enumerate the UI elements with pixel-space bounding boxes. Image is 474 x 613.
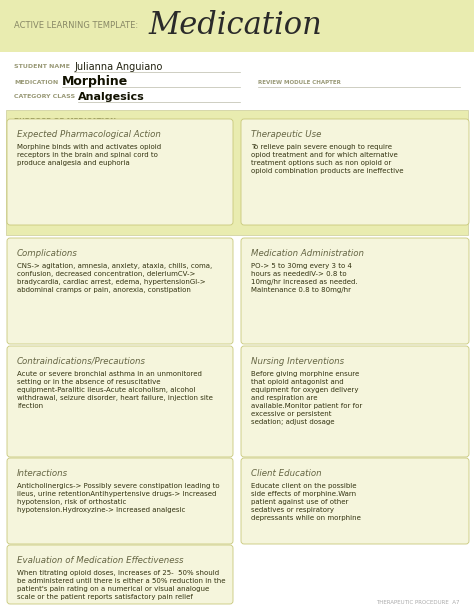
Text: CATEGORY CLASS: CATEGORY CLASS (14, 94, 75, 99)
FancyBboxPatch shape (7, 545, 233, 604)
Text: Complications: Complications (17, 249, 78, 258)
Text: PURPOSE OF MEDICATION: PURPOSE OF MEDICATION (14, 118, 116, 124)
FancyBboxPatch shape (241, 238, 469, 344)
Text: ACTIVE LEARNING TEMPLATES: ACTIVE LEARNING TEMPLATES (14, 601, 107, 606)
FancyBboxPatch shape (7, 119, 233, 225)
Text: Therapeutic Use: Therapeutic Use (251, 130, 321, 139)
FancyBboxPatch shape (7, 238, 233, 344)
Text: Acute or severe bronchial asthma in an unmonitored
setting or in the absence of : Acute or severe bronchial asthma in an u… (17, 371, 213, 409)
Text: Expected Pharmacological Action: Expected Pharmacological Action (17, 130, 161, 139)
Text: Before giving morphine ensure
that opioid antagonist and
equipment for oxygen de: Before giving morphine ensure that opioi… (251, 371, 362, 425)
Text: PO-> 5 to 30mg every 3 to 4
hours as neededIV-> 0.8 to
10mg/hr increased as need: PO-> 5 to 30mg every 3 to 4 hours as nee… (251, 263, 357, 293)
Text: Medication Administration: Medication Administration (251, 249, 364, 258)
FancyBboxPatch shape (7, 458, 233, 544)
FancyBboxPatch shape (241, 458, 469, 544)
Text: Morphine: Morphine (62, 75, 128, 88)
FancyBboxPatch shape (241, 119, 469, 225)
Text: Client Education: Client Education (251, 469, 322, 478)
Text: CNS-> agitation, amnesia, anxiety, ataxia, chills, coma,
confusion, decreased co: CNS-> agitation, amnesia, anxiety, ataxi… (17, 263, 212, 293)
Text: Nursing Interventions: Nursing Interventions (251, 357, 344, 366)
Text: Evaluation of Medication Effectiveness: Evaluation of Medication Effectiveness (17, 556, 183, 565)
FancyBboxPatch shape (241, 346, 469, 457)
Text: Interactions: Interactions (17, 469, 68, 478)
Text: Educate client on the possible
side effects of morphine.Warn
patient against use: Educate client on the possible side effe… (251, 483, 361, 521)
Text: THERAPEUTIC PROCEDURE  A7: THERAPEUTIC PROCEDURE A7 (376, 601, 460, 606)
FancyBboxPatch shape (7, 346, 233, 457)
Text: STUDENT NAME: STUDENT NAME (14, 64, 70, 69)
Text: Julianna Anguiano: Julianna Anguiano (74, 62, 163, 72)
Text: Medication: Medication (148, 9, 322, 40)
Text: Anticholinergics-> Possibly severe constipation leading to
ileus, urine retentio: Anticholinergics-> Possibly severe const… (17, 483, 219, 513)
Text: MEDICATION: MEDICATION (14, 80, 58, 85)
Text: Morphine binds with and activates opioid
receptors in the brain and spinal cord : Morphine binds with and activates opioid… (17, 144, 161, 166)
Text: REVIEW MODULE CHAPTER: REVIEW MODULE CHAPTER (258, 80, 341, 85)
Text: To relieve pain severe enough to require
opiod treatment and for which alternati: To relieve pain severe enough to require… (251, 144, 403, 174)
Bar (0, 0, 474, 52)
Text: Contraindications/Precautions: Contraindications/Precautions (17, 357, 146, 366)
Text: ACTIVE LEARNING TEMPLATE:: ACTIVE LEARNING TEMPLATE: (14, 21, 138, 31)
Bar (6, 110, 468, 235)
Text: Analgesics: Analgesics (78, 92, 145, 102)
Text: When titrating opioid doses, increases of 25-  50% should
be administered until : When titrating opioid doses, increases o… (17, 570, 226, 600)
